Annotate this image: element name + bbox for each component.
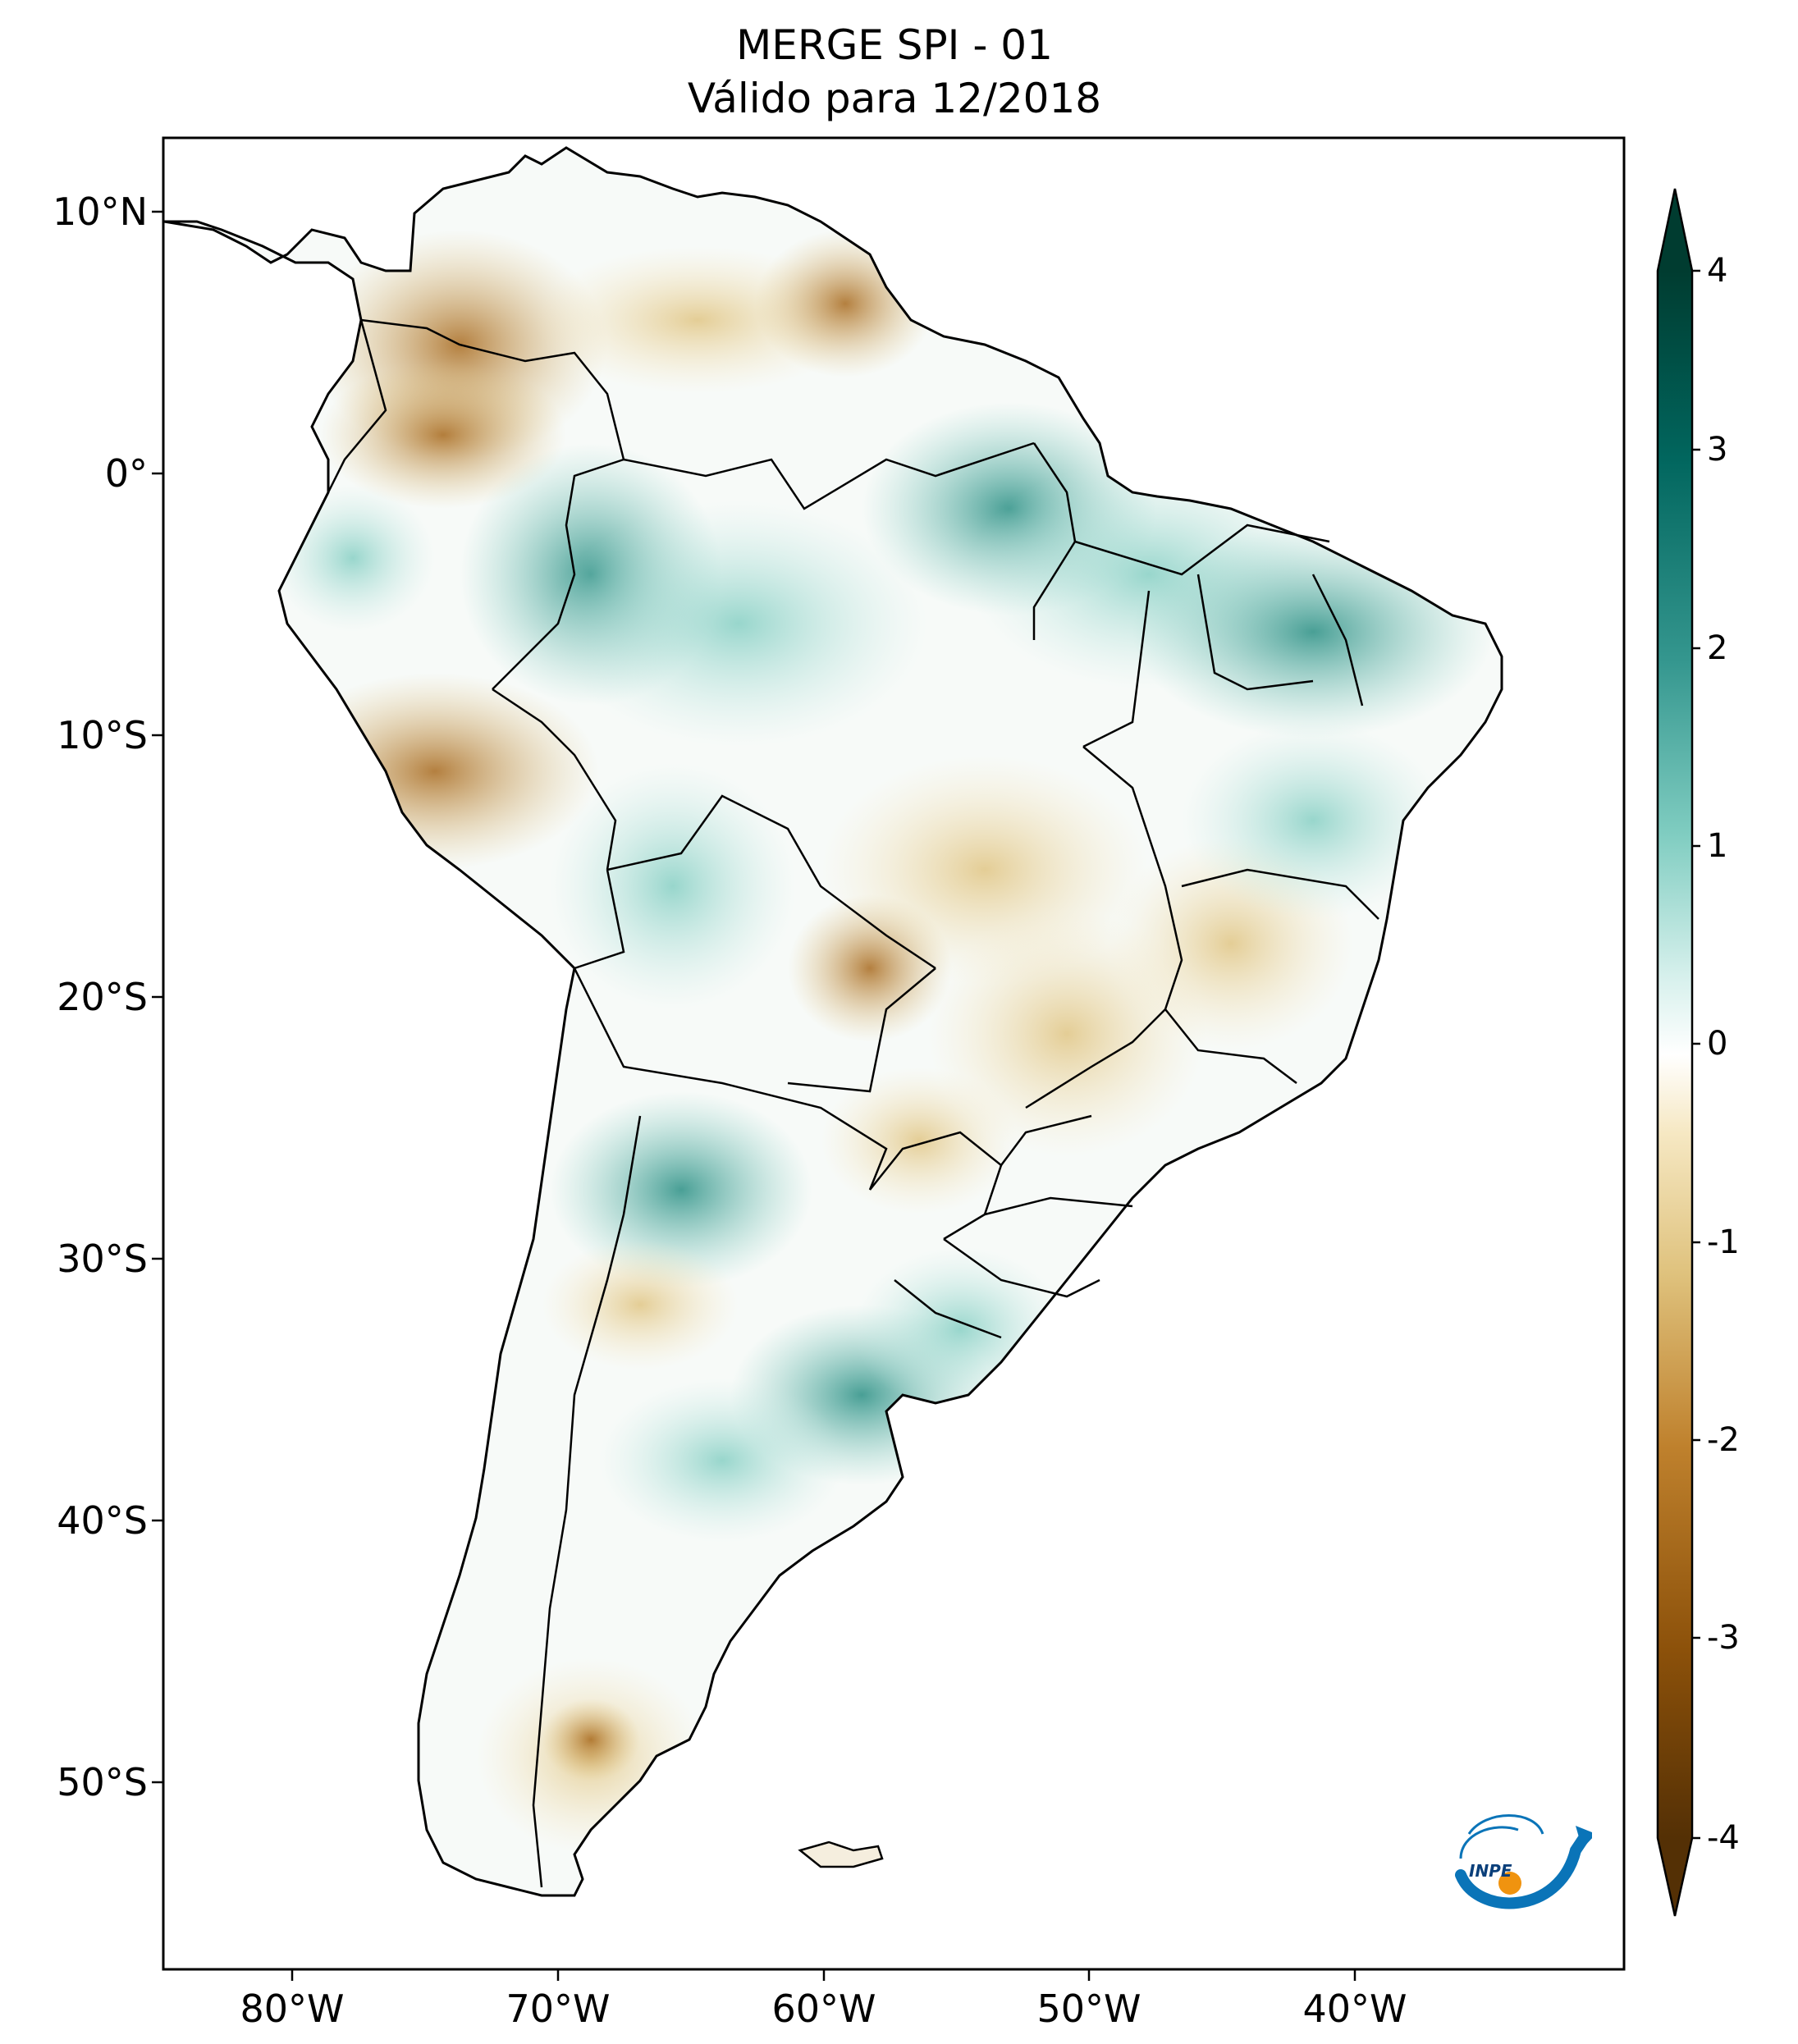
lon-label-80w: 80°W: [240, 1987, 345, 2031]
lat-label-10n: 10°N: [53, 190, 148, 234]
colorbar-label: -2: [1707, 1421, 1740, 1459]
lat-label-50s: 50°S: [57, 1760, 148, 1804]
lat-label-30s: 30°S: [57, 1237, 148, 1281]
colorbar-label: -1: [1707, 1223, 1740, 1261]
lat-label-20s: 20°S: [57, 975, 148, 1019]
falklands: [798, 1841, 884, 1868]
lat-label-40s: 40°S: [57, 1498, 148, 1543]
colorbar-label: -3: [1707, 1619, 1740, 1657]
colorbar-label: 1: [1707, 827, 1728, 865]
colorbar-label: 3: [1707, 431, 1728, 469]
lon-label-40w: 40°W: [1302, 1987, 1407, 2031]
lon-label-60w: 60°W: [771, 1987, 876, 2031]
colorbar-label: 4: [1707, 252, 1728, 290]
colorbar-label: -4: [1707, 1819, 1740, 1857]
colorbar: [1656, 188, 1700, 1917]
inpe-logo: INPE: [1455, 1814, 1592, 1909]
map-subtitle: Válido para 12/2018: [687, 75, 1102, 122]
colorbar-label: 0: [1707, 1025, 1728, 1063]
lon-label-70w: 70°W: [506, 1987, 611, 2031]
axis-ticks: [152, 210, 1357, 1981]
lat-label-10s: 10°S: [57, 713, 148, 757]
svg-text:INPE: INPE: [1469, 1861, 1512, 1881]
colorbar-label: 2: [1707, 629, 1728, 667]
lat-label-0: 0°: [104, 451, 148, 496]
map-title: MERGE SPI - 01: [736, 21, 1053, 69]
lon-label-50w: 50°W: [1036, 1987, 1141, 2031]
country-borders: [327, 318, 1379, 1888]
